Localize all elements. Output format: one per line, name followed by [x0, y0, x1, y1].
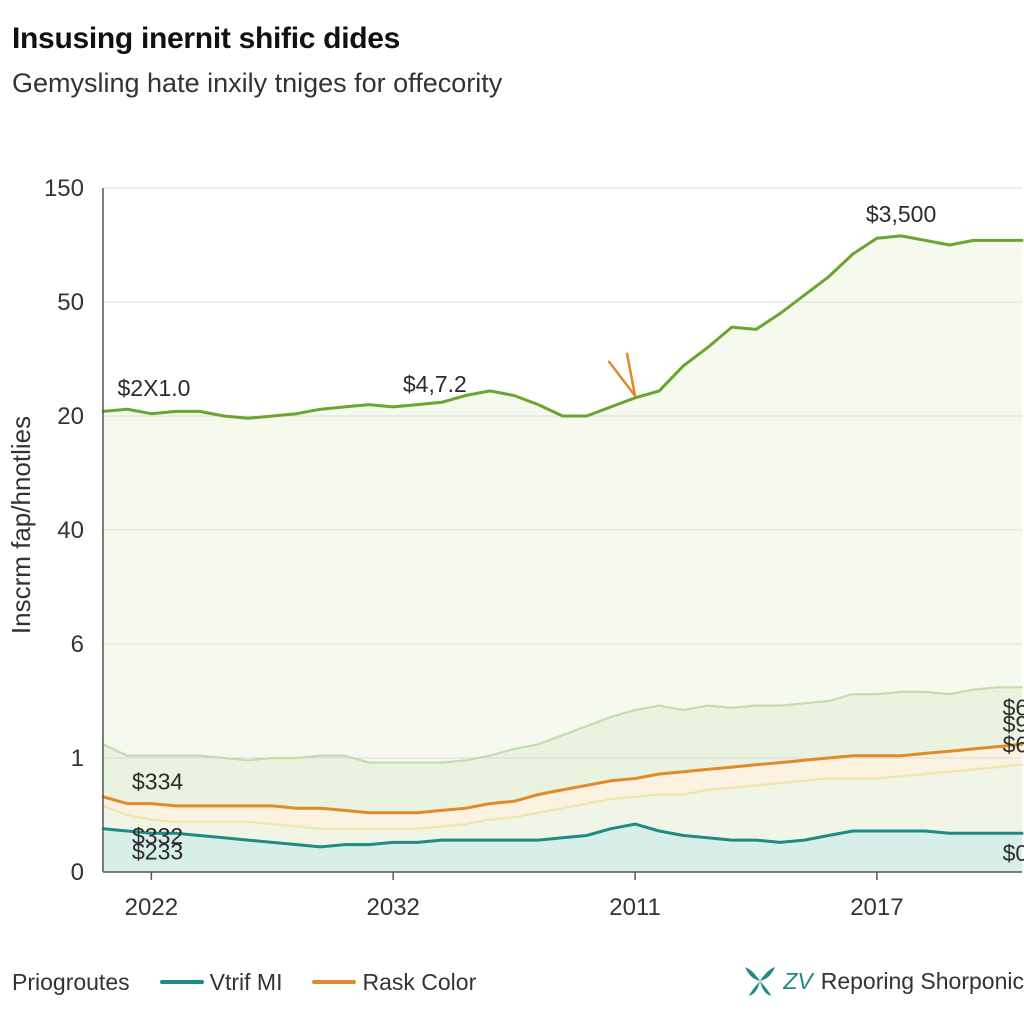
data-label: $334: [132, 769, 183, 795]
brand-text: Reporing Shorponic: [820, 967, 1024, 994]
y-axis-label: Inscrm fap/hnotlies: [6, 416, 36, 634]
brand-mark: ZV: [783, 967, 813, 994]
legend: Priogroutes Vtrif MI Rask Color: [12, 966, 506, 998]
y-tick-label: 150: [44, 175, 84, 202]
annotation-layer: $3,500 $2X1.0 $4,7.2 $6.00 $334 $9.5 $332 $6.5 $…: [118, 201, 1024, 866]
series-line-0: [101, 234, 1024, 420]
y-tick-label: 6: [71, 631, 84, 658]
legend-label: Priogroutes: [12, 968, 130, 995]
y-tick-label: 1: [71, 745, 84, 772]
data-label: $6.5: [1003, 732, 1024, 758]
leaf-logo-icon: [745, 967, 776, 996]
data-label: $6.00: [1003, 694, 1024, 720]
data-label: $9.5: [1003, 711, 1024, 737]
y-tick-label: 50: [57, 289, 84, 316]
y-tick-label: 0: [71, 859, 84, 886]
chart-title: Insusing inernit shific dides: [12, 22, 401, 55]
y-tick-label: 40: [57, 517, 84, 544]
y-tick-label: 20: [57, 403, 84, 430]
legend-item-rask: Rask Color: [312, 969, 476, 996]
series-line-3: [101, 763, 1024, 830]
data-label: $3,500: [866, 201, 936, 227]
series-area-4: [103, 824, 1022, 872]
legend-item-vtrif: Vtrif MI: [159, 968, 283, 996]
x-tick-label: 2022: [125, 894, 178, 921]
legend-swatch-vtrif: [159, 980, 204, 984]
series-line-1: [101, 686, 1024, 764]
legend-text-rask: Rask Color: [362, 968, 477, 995]
ticks-layer: 150 50 20 40 6 1 0 2022 2032 2011 2017: [44, 175, 904, 921]
brand-footer: ZV Reporing Shorponic: [743, 963, 1024, 999]
series-line-2: [101, 742, 1024, 815]
data-label: $2X1.0: [118, 375, 191, 401]
data-label: $233: [132, 838, 183, 864]
arrow-marker: [607, 352, 637, 398]
areas-layer: [103, 235, 1022, 872]
data-label: $4,7.2: [403, 371, 467, 397]
x-tick-label: 2017: [850, 894, 903, 921]
legend-text-vtrif: Vtrif MI: [209, 968, 283, 995]
x-tick-label: 2011: [609, 894, 661, 921]
chart-subtitle: Gemysling hate inxily tniges for offecor…: [12, 68, 503, 98]
series-line-4: [101, 822, 1024, 849]
x-tick-label: 2032: [367, 894, 420, 921]
lines-layer: [101, 234, 1024, 849]
legend-swatch-rask: [312, 980, 357, 984]
data-label: $332: [132, 823, 183, 849]
axes-layer: [102, 188, 1022, 880]
data-label: $0.4: [1003, 840, 1024, 866]
